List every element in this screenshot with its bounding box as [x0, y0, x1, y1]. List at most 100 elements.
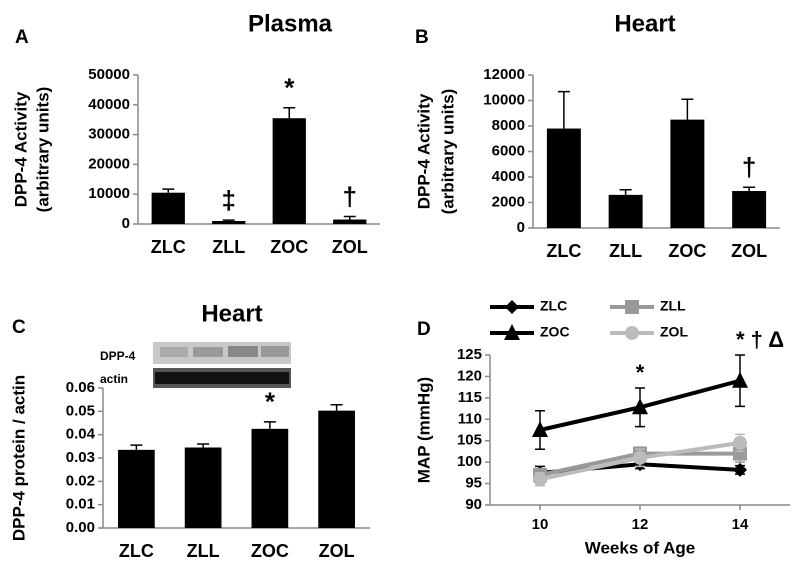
- bar: [151, 192, 185, 224]
- annotation: *: [284, 73, 295, 103]
- marker: [633, 450, 647, 465]
- annotation: *: [636, 360, 645, 385]
- marker: [733, 462, 747, 477]
- chart-title: Heart: [614, 10, 675, 37]
- chart-title: Heart: [201, 300, 262, 327]
- marker: [504, 324, 520, 340]
- x-tick-label: ZOC: [251, 541, 289, 561]
- x-tick-label: ZLL: [609, 241, 642, 261]
- y-tick-label: 95: [465, 475, 482, 492]
- marker: [533, 472, 547, 487]
- bar: [251, 428, 289, 528]
- bar: [184, 447, 222, 528]
- marker: [632, 398, 648, 415]
- y-tick-label: 90: [465, 496, 482, 513]
- error-bar: [557, 90, 570, 129]
- x-tick-label: 10: [532, 516, 549, 533]
- x-tick-label: ZOL: [731, 241, 767, 261]
- y-axis-label: DPP-4 Activity: [11, 91, 30, 207]
- y-axis-label: (arbitrary units): [33, 87, 52, 213]
- bar: [212, 221, 246, 224]
- x-tick-label: ZLC: [151, 237, 186, 257]
- x-tick-label: ZLC: [119, 541, 154, 561]
- x-tick-label: ZLL: [187, 541, 220, 561]
- panel-label: D: [417, 319, 431, 340]
- x-tick-label: ZOC: [270, 237, 308, 257]
- x-tick-label: ZLC: [546, 241, 581, 261]
- y-tick-label: 6000: [492, 142, 525, 159]
- y-axis-label: DPP-4 protein / actin: [9, 375, 28, 541]
- marker: [625, 300, 639, 314]
- y-tick-label: 0.04: [66, 426, 96, 443]
- y-tick-label: 10000: [483, 91, 525, 108]
- bar: [732, 191, 767, 228]
- y-tick-label: 0: [517, 219, 525, 236]
- y-tick-label: 125: [457, 346, 482, 363]
- series: [533, 433, 747, 487]
- y-tick-label: 12000: [483, 66, 525, 83]
- annotation: †: [343, 181, 357, 211]
- blot-band: [155, 372, 289, 384]
- y-axis-label: (arbitrary units): [438, 89, 457, 215]
- blot-label: actin: [100, 372, 128, 386]
- y-axis-label: DPP-4 Activity: [414, 93, 433, 209]
- y-tick-label: 110: [458, 410, 482, 427]
- y-tick-label: 4000: [492, 168, 525, 185]
- y-tick-label: 20000: [88, 155, 130, 172]
- western-blot: [153, 342, 291, 388]
- chart-title: Plasma: [248, 10, 333, 37]
- marker: [532, 421, 548, 437]
- annotation: ‡: [222, 185, 236, 215]
- y-tick-label: 0.00: [66, 519, 95, 536]
- error-bar: [222, 219, 235, 222]
- error-bar: [743, 186, 756, 192]
- error-bar: [330, 404, 343, 411]
- annotation: †: [742, 152, 756, 182]
- y-tick-label: 0: [122, 215, 130, 232]
- legend-label: ZLC: [540, 298, 567, 314]
- y-tick-label: 10000: [88, 185, 130, 202]
- panel-label: B: [415, 27, 429, 48]
- annotation: *: [265, 387, 276, 417]
- bar: [670, 119, 705, 228]
- error-bar: [162, 188, 175, 193]
- marker: [733, 435, 747, 450]
- bar: [608, 194, 643, 228]
- bar: [333, 219, 367, 224]
- y-tick-label: 2000: [492, 193, 525, 210]
- marker: [732, 371, 748, 388]
- series: [532, 354, 748, 451]
- legend-label: ZOL: [660, 324, 688, 340]
- blot-band: [261, 346, 289, 357]
- legend-label: ZLL: [660, 298, 686, 314]
- panel-label: C: [12, 317, 26, 338]
- marker: [505, 300, 519, 314]
- y-tick-label: 8000: [492, 117, 525, 134]
- error-bar: [343, 215, 356, 220]
- error-bar: [619, 189, 632, 195]
- y-tick-label: 120: [457, 367, 482, 384]
- bar: [318, 410, 355, 528]
- blot-band: [228, 346, 258, 357]
- annotation: * † Δ: [736, 327, 784, 352]
- blot-band: [160, 347, 188, 357]
- x-tick-label: ZLL: [212, 237, 245, 257]
- bar: [118, 449, 155, 528]
- y-tick-label: 0.03: [66, 449, 95, 466]
- x-axis-label: Weeks of Age: [585, 538, 696, 557]
- error-bar: [130, 444, 143, 450]
- y-tick-label: 0.05: [66, 402, 95, 419]
- x-tick-label: 12: [632, 516, 649, 533]
- legend-label: ZOC: [540, 324, 570, 340]
- bar: [546, 128, 581, 228]
- x-tick-label: ZOC: [668, 241, 706, 261]
- y-tick-label: 0.02: [66, 472, 95, 489]
- x-tick-label: ZOL: [332, 237, 368, 257]
- blot-label: DPP-4: [100, 349, 136, 363]
- y-tick-label: 40000: [88, 96, 130, 113]
- panel-label: A: [15, 27, 29, 48]
- y-tick-label: 0.01: [66, 496, 95, 513]
- marker: [733, 446, 747, 461]
- marker: [625, 326, 639, 340]
